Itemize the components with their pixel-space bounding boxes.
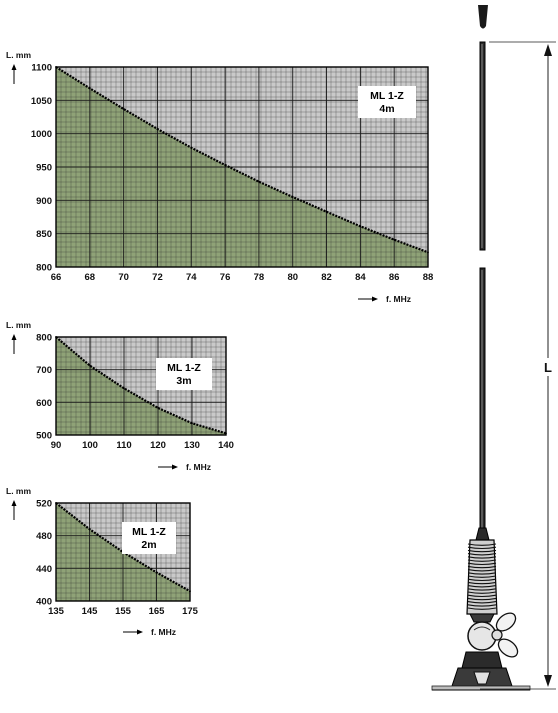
length-curve <box>55 66 429 254</box>
plot-frame <box>55 336 227 436</box>
dimension-line-L: L <box>480 41 556 690</box>
x-tick-label: 66 <box>51 272 62 283</box>
x-axis-label: f. MHz <box>186 462 211 472</box>
y-tick-label: 700 <box>36 365 52 376</box>
x-tick-label: 145 <box>82 606 99 617</box>
y-axis-label: L. mm <box>6 486 31 496</box>
x-tick-label: 120 <box>150 440 166 451</box>
y-tick-label: 950 <box>36 163 52 174</box>
y-tick-label: 600 <box>36 398 52 409</box>
model-label-text: 2m <box>141 539 156 551</box>
y-tick-label: 400 <box>36 597 52 608</box>
data-point <box>88 87 91 90</box>
x-tick-label: 100 <box>82 440 98 451</box>
x-tick-label: 72 <box>152 272 163 283</box>
x-tick-label: 90 <box>51 440 62 451</box>
chart-0: 800 850 900 950 1000 1050 1100 66 68 70 72 74 76 78 80… <box>6 50 433 304</box>
y-tick-label: 1050 <box>31 96 52 107</box>
data-point <box>157 407 159 409</box>
antenna-wing-nut <box>491 612 519 658</box>
x-tick-label: 76 <box>220 272 231 283</box>
data-point <box>291 196 294 198</box>
model-label-text: 3m <box>176 375 191 387</box>
x-tick-label: 135 <box>48 606 65 617</box>
data-point <box>155 571 158 574</box>
model-label-box <box>358 86 416 118</box>
model-label-text: ML 1-Z <box>167 362 201 374</box>
y-tick-label: 480 <box>36 531 52 542</box>
y-tick-label: 800 <box>36 333 52 344</box>
y-tick-label: 800 <box>36 263 52 274</box>
x-tick-label: 70 <box>118 272 129 283</box>
x-tick-label: 155 <box>115 606 132 617</box>
y-tick-label: 520 <box>36 499 52 510</box>
x-tick-label: 86 <box>389 272 400 283</box>
data-point <box>89 364 91 367</box>
y-tick-label: 440 <box>36 564 52 575</box>
model-label-box <box>156 358 212 390</box>
antenna-loading-coil <box>466 539 498 623</box>
y-axis-label: L. mm <box>6 320 31 330</box>
x-tick-label: 140 <box>218 440 234 451</box>
model-label-text: 4m <box>379 103 394 115</box>
plot-frame <box>55 502 191 602</box>
model-label-text: ML 1-Z <box>132 526 166 538</box>
x-tick-label: 130 <box>184 440 200 451</box>
y-tick-label: 1100 <box>31 63 52 74</box>
y-tick-label: 500 <box>36 431 52 442</box>
x-tick-label: 74 <box>186 272 197 283</box>
data-point <box>190 146 193 149</box>
y-tick-label: 1000 <box>31 129 52 140</box>
y-tick-label: 900 <box>36 196 52 207</box>
data-point <box>393 238 396 241</box>
length-curve <box>55 502 191 593</box>
chart-2: 400 440 480 520 135 145 155 165 175 L. mm f. MHz ML… <box>6 486 199 637</box>
x-axis-label: f. MHz <box>386 294 411 304</box>
data-point <box>224 164 227 166</box>
model-label-box <box>122 522 176 554</box>
data-point <box>191 422 193 425</box>
length-curve <box>55 336 227 435</box>
data-point <box>123 387 125 390</box>
y-axis-label: L. mm <box>6 50 31 60</box>
x-tick-label: 110 <box>116 440 131 451</box>
x-tick-label: 88 <box>423 272 434 283</box>
model-label-text: ML 1-Z <box>370 90 404 102</box>
x-tick-label: 165 <box>149 606 166 617</box>
x-axis-label: f. MHz <box>151 627 176 637</box>
data-point <box>156 128 159 130</box>
chart-1: 500 600 700 800 90 100 110 120 130 140 L. mm f. MHz… <box>6 320 234 472</box>
antenna-tip-cap <box>478 5 488 29</box>
data-point <box>325 210 328 213</box>
x-tick-label: 68 <box>85 272 96 283</box>
data-point <box>258 180 260 183</box>
x-tick-label: 175 <box>182 606 199 617</box>
x-tick-label: 82 <box>321 272 332 283</box>
data-point <box>359 225 362 228</box>
data-point <box>122 108 125 110</box>
dimension-label-L: L <box>544 360 552 375</box>
antenna-base-mount <box>431 651 531 691</box>
area-fill <box>56 337 226 435</box>
data-point <box>88 528 91 530</box>
x-tick-label: 84 <box>355 272 366 283</box>
y-tick-label: 850 <box>36 229 52 240</box>
plot-frame <box>55 66 429 268</box>
x-tick-label: 80 <box>287 272 298 283</box>
x-tick-label: 78 <box>254 272 265 283</box>
antenna-taper <box>475 527 490 541</box>
